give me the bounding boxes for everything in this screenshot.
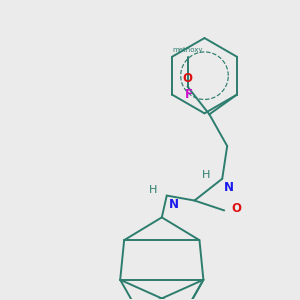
Text: methoxy: methoxy — [172, 47, 203, 53]
Text: H: H — [202, 170, 211, 180]
Text: N: N — [224, 181, 234, 194]
Text: O: O — [183, 72, 193, 85]
Text: F: F — [185, 88, 193, 101]
Text: O: O — [231, 202, 241, 215]
Text: H: H — [149, 184, 157, 195]
Text: N: N — [169, 198, 179, 211]
